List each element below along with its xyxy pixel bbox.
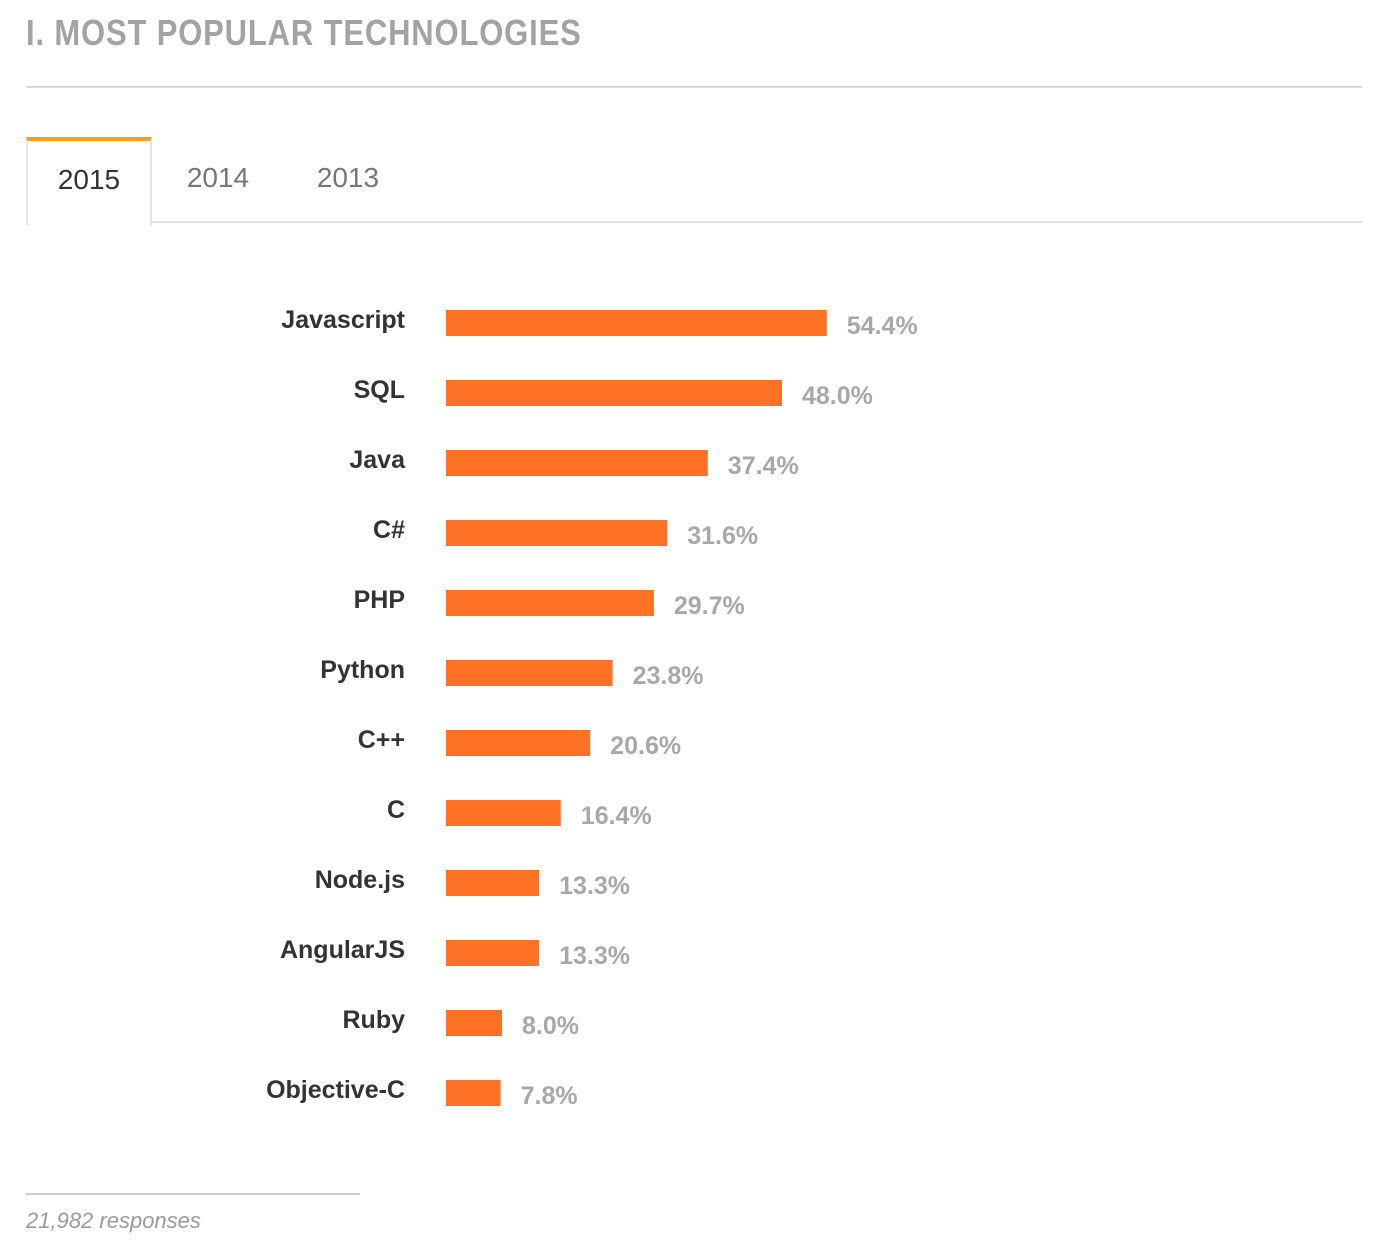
bar xyxy=(446,380,782,406)
category-label: C xyxy=(387,796,405,824)
category-label: Node.js xyxy=(315,866,405,894)
section-title: I. MOST POPULAR TECHNOLOGIES xyxy=(26,12,582,53)
value-label: 16.4% xyxy=(581,802,652,830)
bar xyxy=(446,870,540,896)
year-tabs: 2015 2014 2013 xyxy=(26,137,1362,225)
value-label: 31.6% xyxy=(687,522,758,550)
category-label: Java xyxy=(349,446,406,474)
category-label: C# xyxy=(373,516,405,544)
category-label: Python xyxy=(320,656,405,684)
footer-divider xyxy=(26,1193,360,1195)
bar xyxy=(446,310,827,336)
responses-count: 21,982 responses xyxy=(26,1208,201,1233)
value-label: 7.8% xyxy=(521,1082,578,1110)
tab-2015[interactable]: 2015 xyxy=(26,137,152,225)
value-label: 29.7% xyxy=(674,592,745,620)
value-label: 8.0% xyxy=(522,1012,579,1040)
bar xyxy=(446,590,654,616)
tab-2014[interactable]: 2014 xyxy=(186,162,250,193)
title-divider xyxy=(26,86,1362,88)
category-label: Javascript xyxy=(281,306,405,334)
bar xyxy=(446,800,561,826)
category-label: AngularJS xyxy=(280,936,405,964)
value-label: 13.3% xyxy=(559,872,630,900)
value-label: 54.4% xyxy=(847,312,918,340)
value-label: 48.0% xyxy=(802,382,873,410)
bar xyxy=(446,660,613,686)
technologies-bar-chart: Javascript 54.4% SQL 48.0% Java 37.4% C# 31.6% P… xyxy=(266,306,918,1110)
value-label: 23.8% xyxy=(633,662,704,690)
tab-2013[interactable]: 2013 xyxy=(316,162,380,193)
category-label: Objective-C xyxy=(266,1076,405,1104)
category-label: Ruby xyxy=(343,1006,406,1034)
category-label: C++ xyxy=(358,726,405,754)
bar xyxy=(446,730,591,756)
value-label: 37.4% xyxy=(728,452,799,480)
category-label: SQL xyxy=(354,376,405,404)
bar xyxy=(446,940,540,966)
category-label: PHP xyxy=(354,586,405,614)
bar xyxy=(446,1080,501,1106)
bar xyxy=(446,450,708,476)
value-label: 20.6% xyxy=(610,732,681,760)
value-label: 13.3% xyxy=(559,942,630,970)
bar xyxy=(446,520,668,546)
bar xyxy=(446,1010,502,1036)
